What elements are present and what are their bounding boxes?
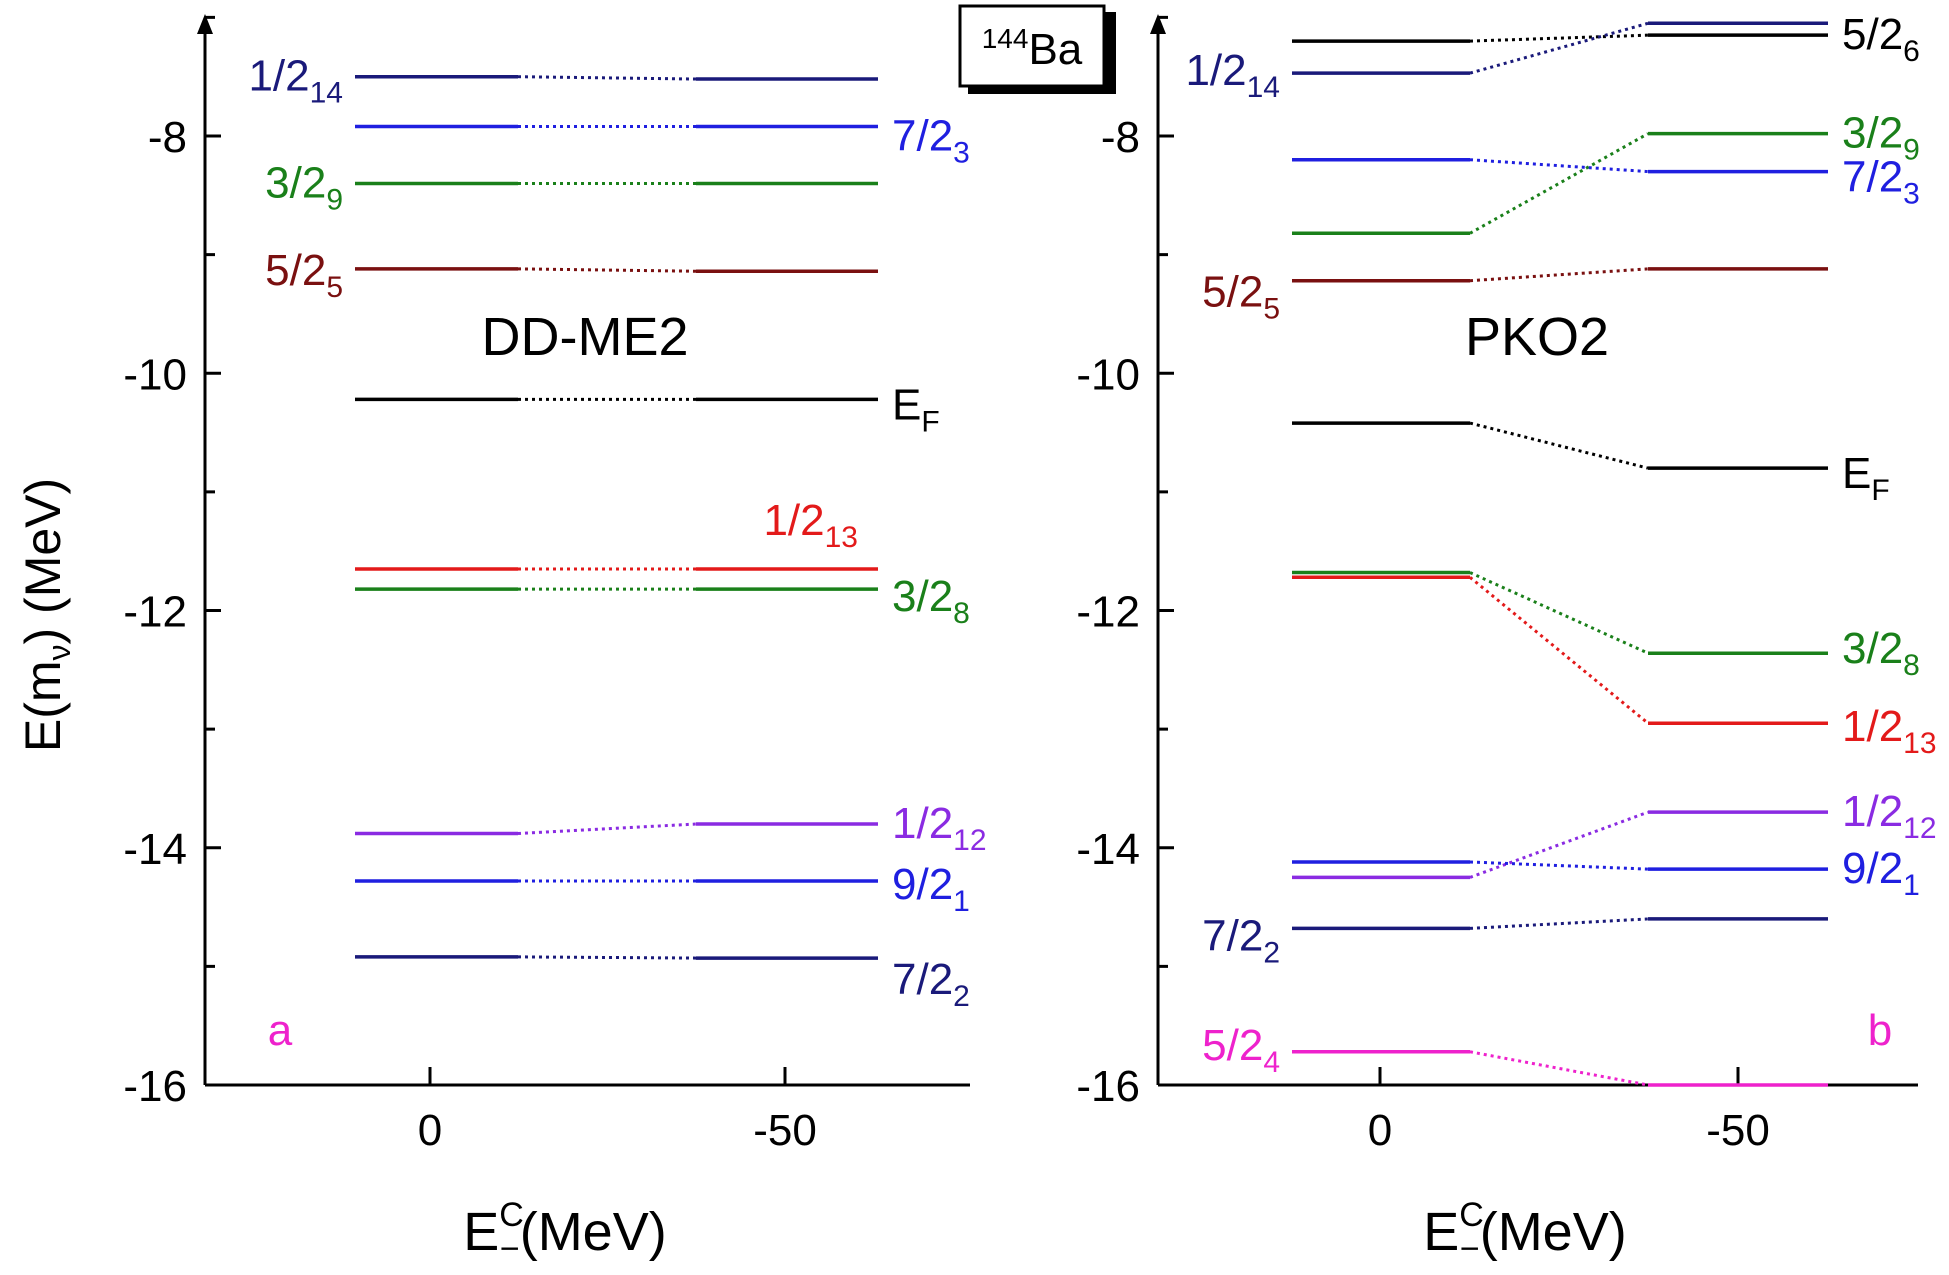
panel-b-ytick-label: -12 [1076, 588, 1140, 637]
panel-a-plot: -8 -10 -12 -14 -16 0 -50 1/214 7/23 3/29 5/25 EF 1… [123, 14, 987, 1268]
panel-a-level-connector [517, 822, 697, 836]
panel-b-level-connector [1469, 571, 1649, 655]
panel-b-level-label: 5/25 [1202, 268, 1280, 326]
panel-a-level-label: EF [892, 380, 940, 438]
panel-b-level-label: EF [1842, 449, 1890, 507]
panel-b-ytick-label: -16 [1076, 1062, 1140, 1111]
panel-b-level-label: 1/213 [1842, 702, 1937, 760]
panel-b-level-label: 1/214 [1185, 46, 1280, 104]
panel-a-level-label: 9/21 [892, 860, 970, 918]
panel-a-level-connector [517, 955, 697, 960]
panel-b-level-connector [1469, 267, 1649, 283]
panel-a-xtick-label: -50 [753, 1106, 817, 1155]
panel-b-level-label: 5/24 [1202, 1021, 1280, 1079]
panel-b-level-connector [1469, 132, 1649, 235]
panel-b-level-label: 9/21 [1842, 844, 1920, 902]
panel-a-x-axis-label: EC −(MeV) [463, 1196, 666, 1268]
panel-b-xtick-label: 0 [1368, 1106, 1392, 1155]
panel-b-level-label: 1/212 [1842, 787, 1937, 845]
panel-a-level-label: 1/212 [892, 799, 987, 857]
panel-b-level-label: 3/28 [1842, 624, 1920, 682]
panel-a-ytick-label: -10 [123, 350, 187, 399]
panel-a-level-connector [517, 75, 697, 81]
panel-a-ytick-label: -12 [123, 588, 187, 637]
panel-b-title: PKO2 [1465, 307, 1609, 367]
panel-b-panel-label: b [1868, 1006, 1892, 1055]
panel-b-level-connector [1469, 21, 1649, 75]
panel-b-ytick-label: -8 [1101, 113, 1140, 162]
panel-b-x-axis-label: EC −(MeV) [1423, 1196, 1626, 1268]
panel-b-level-connector [1469, 33, 1649, 43]
nucleus-label-box: 144Ba [958, 4, 1116, 94]
panel-b-level-connector [1469, 810, 1649, 879]
panel-a-level-connector [517, 267, 697, 273]
panel-b-level-connector [1469, 917, 1649, 930]
panel-b-level-label: 3/29 [1842, 109, 1920, 167]
y-axis-label: E(mν) (MeV) [15, 478, 77, 752]
panel-b-level-connector [1469, 860, 1649, 871]
nucleus-label: 144Ba [982, 23, 1083, 74]
panel-a-level-label: 7/23 [892, 112, 970, 170]
panel-a-ytick-label: -8 [148, 113, 187, 162]
panel-b-level-label: 7/23 [1842, 153, 1920, 211]
panel-a-xtick-label: 0 [418, 1106, 442, 1155]
panel-b-level-connector [1469, 421, 1649, 470]
panel-a-y-axis-arrow [197, 14, 213, 34]
panel-a-level-label: 1/213 [763, 496, 858, 554]
panel-a-title: DD-ME2 [481, 307, 688, 367]
panel-b-level-connector [1469, 158, 1649, 174]
panel-a-level-label: 3/29 [265, 158, 343, 216]
panel-a-level-label: 7/22 [892, 955, 970, 1013]
panel-b-level-connector [1469, 1050, 1649, 1087]
panel-a-ytick-label: -14 [123, 825, 187, 874]
panel-a-panel-label: a [268, 1006, 293, 1055]
panel-b-plot: -8 -10 -12 -14 -16 0 -50 5/26 1/214 3/297/23 5/2… [1076, 10, 1936, 1268]
panel-b-level-label: 7/22 [1202, 911, 1280, 969]
panel-b-xtick-label: -50 [1706, 1106, 1770, 1155]
panel-b-level-connector [1469, 576, 1649, 725]
panel-b-y-axis-arrow [1150, 14, 1166, 34]
panel-b-level-label: 5/26 [1842, 10, 1920, 68]
panel-b-ytick-label: -14 [1076, 825, 1140, 874]
panel-a-level-label: 1/214 [248, 52, 343, 110]
panel-a-level-label: 3/28 [892, 572, 970, 630]
panel-b-ytick-label: -10 [1076, 350, 1140, 399]
panel-a-ytick-label: -16 [123, 1062, 187, 1111]
panel-a-level-label: 5/25 [265, 246, 343, 304]
